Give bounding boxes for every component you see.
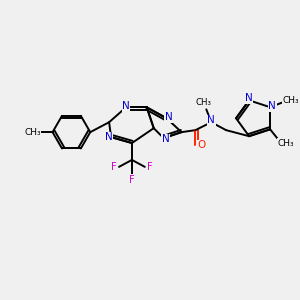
Text: O: O [197,140,206,150]
Text: N: N [162,134,170,144]
Text: N: N [207,115,215,125]
Text: N: N [105,132,113,142]
Text: N: N [122,101,130,111]
Text: F: F [147,162,153,172]
Text: N: N [268,101,276,111]
Text: CH₃: CH₃ [195,98,211,107]
Text: F: F [129,175,135,185]
Text: N: N [165,112,172,122]
Text: CH₃: CH₃ [283,96,299,105]
Text: F: F [111,162,117,172]
Text: N: N [245,93,253,103]
Text: CH₃: CH₃ [278,139,294,148]
Text: CH₃: CH₃ [24,128,41,136]
